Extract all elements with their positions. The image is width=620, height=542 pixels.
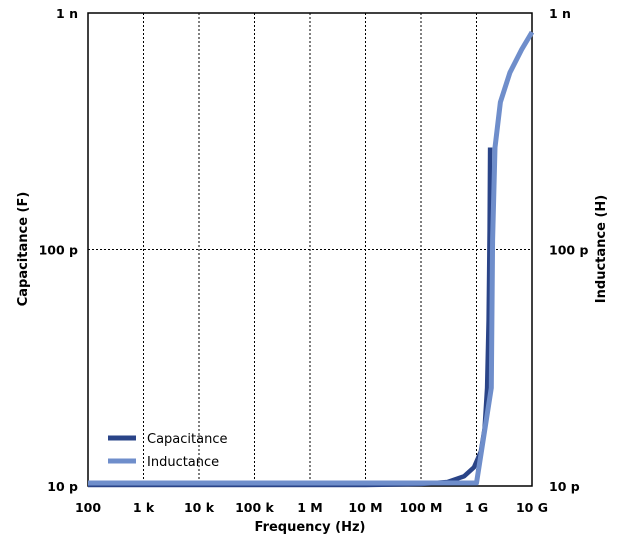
x-tick-label: 1 G [465, 500, 488, 515]
y-axis-left-label: Capacitance (F) [16, 192, 31, 307]
x-axis-label: Frequency (Hz) [255, 520, 366, 535]
series-line-inductance [88, 30, 535, 486]
x-tick-label: 100 M [400, 500, 443, 515]
y-axis-right-label: Inductance (H) [594, 195, 609, 303]
y-left-tick-label: 100 p [39, 243, 78, 258]
y-right-tick-label: 100 p [549, 243, 588, 258]
x-tick-label: 10 k [184, 500, 215, 515]
series-layer [88, 30, 535, 488]
x-tick-label: 10 M [348, 500, 382, 515]
y-right-tick-label: 10 p [549, 479, 580, 494]
legend-label-inductance: Inductance [147, 455, 219, 470]
y-left-tick-label: 10 p [47, 479, 78, 494]
legend-label-capacitance: Capacitance [147, 432, 227, 447]
y-right-tick-label: 1 n [549, 6, 571, 21]
grid-lines [88, 13, 532, 486]
y-left-tick-label: 1 n [56, 6, 78, 21]
x-tick-label: 100 [75, 500, 101, 515]
x-tick-label: 100 k [235, 500, 274, 515]
legend: Capacitance Inductance [108, 432, 227, 470]
x-tick-label: 1 M [297, 500, 323, 515]
x-tick-label: 1 k [133, 500, 155, 515]
x-tick-label: 10 G [516, 500, 548, 515]
tick-labels: 100 1 k 10 k 100 k 1 M 10 M 100 M 1 G 10 G 1 n 100… [39, 6, 589, 515]
